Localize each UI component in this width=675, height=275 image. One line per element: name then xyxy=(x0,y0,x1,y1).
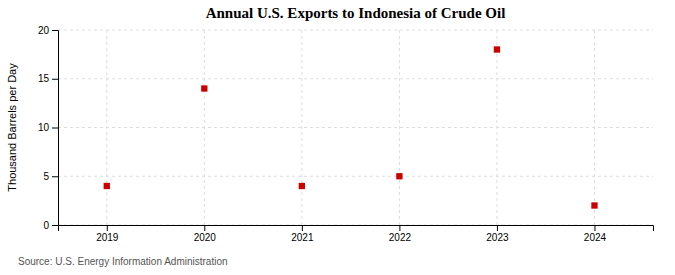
x-tick-mark xyxy=(399,225,400,231)
x-axis-line xyxy=(59,226,654,232)
y-tick: 20 xyxy=(38,25,58,36)
grid-line xyxy=(58,78,653,79)
grid-line xyxy=(204,30,205,225)
point xyxy=(104,183,110,189)
grid-line xyxy=(58,176,653,177)
y-tick-mark xyxy=(52,79,58,80)
grid-line xyxy=(301,30,302,225)
y-axis-line xyxy=(52,31,59,226)
y-axis: 0 5 10 15 20 xyxy=(38,25,59,231)
y-tick-label: 20 xyxy=(38,25,50,36)
x-tick: 2023 xyxy=(486,225,509,243)
y-tick: 10 xyxy=(38,122,58,133)
y-axis-title: Thousand Barrels per Day xyxy=(6,63,18,192)
x-tick-mark xyxy=(204,225,205,231)
x-tick-mark xyxy=(594,225,595,231)
points xyxy=(104,46,598,208)
y-tick-mark xyxy=(52,128,58,129)
x-tick-label: 2024 xyxy=(584,232,607,243)
grid-line xyxy=(399,30,400,225)
point xyxy=(299,183,305,189)
point xyxy=(396,173,402,179)
y-tick-label: 10 xyxy=(38,122,50,133)
x-tick-label: 2022 xyxy=(389,232,412,243)
y-tick-mark xyxy=(52,225,58,226)
grid-line xyxy=(58,127,653,128)
y-tick-label: 5 xyxy=(43,171,49,182)
y-tick-label: 0 xyxy=(43,220,49,231)
x-tick-label: 2019 xyxy=(96,232,119,243)
x-axis: 2019 2020 2021 2022 2023 2024 xyxy=(59,225,654,243)
point xyxy=(201,85,207,91)
y-tick: 5 xyxy=(43,171,58,182)
point xyxy=(494,46,500,52)
x-tick-label: 2023 xyxy=(486,232,509,243)
x-tick-label: 2021 xyxy=(291,232,314,243)
x-tick: 2022 xyxy=(389,225,412,243)
x-tick: 2024 xyxy=(584,225,607,243)
grid xyxy=(58,30,653,225)
point xyxy=(591,202,597,208)
x-tick-mark xyxy=(302,225,303,231)
y-tick: 15 xyxy=(38,73,58,84)
x-tick-mark xyxy=(497,225,498,231)
x-tick: 2020 xyxy=(194,225,217,243)
chart: 2019 2020 2021 2022 2023 2024 0 5 10 15 20 Annual U… xyxy=(0,0,675,275)
grid-line xyxy=(496,30,497,225)
grid-line xyxy=(106,30,107,225)
grid-line xyxy=(58,30,653,31)
y-tick-mark xyxy=(52,176,58,177)
x-tick: 2019 xyxy=(96,225,119,243)
title: Annual U.S. Exports to Indonesia of Crud… xyxy=(206,5,506,21)
x-tick-label: 2020 xyxy=(194,232,217,243)
y-tick-mark xyxy=(52,30,58,31)
y-tick-label: 15 xyxy=(38,73,50,84)
y-tick: 0 xyxy=(43,220,58,231)
source-note: Source: U.S. Energy Information Administ… xyxy=(18,256,228,267)
x-tick: 2021 xyxy=(291,225,314,243)
grid-line xyxy=(594,30,595,225)
x-tick-mark xyxy=(107,225,108,231)
